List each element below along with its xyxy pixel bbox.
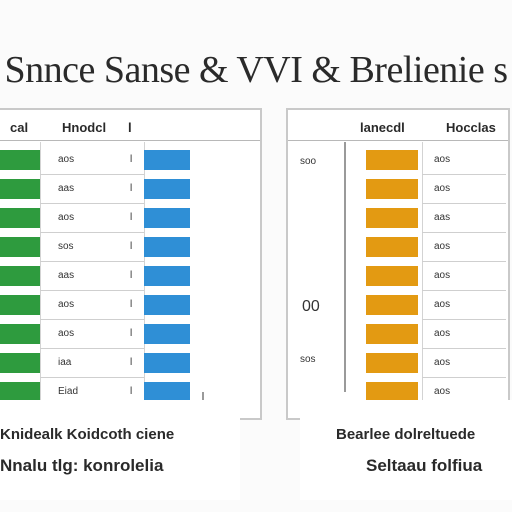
left-green-bar [0, 266, 40, 286]
right-orange-bar [366, 295, 418, 315]
left-row-divider [40, 377, 144, 378]
left-blue-bar [144, 237, 190, 257]
left-green-bar [0, 208, 40, 228]
right-header-left: lanecdl [360, 120, 405, 135]
left-blue-bar [144, 179, 190, 199]
right-axis-label: soo [300, 156, 317, 167]
right-row-label: aos [434, 154, 451, 165]
left-header-rule [0, 140, 260, 141]
left-row-label: Eiad [58, 386, 79, 397]
left-caption-area [0, 400, 240, 500]
left-row-mark: l [130, 357, 133, 368]
left-caption-line1: Knidealk Koidcoth ciene [0, 426, 175, 443]
right-axis [344, 142, 346, 392]
right-orange-bar [366, 353, 418, 373]
right-orange-bar [366, 179, 418, 199]
left-axis-stub [202, 392, 204, 400]
right-row-divider [422, 174, 506, 175]
left-row-divider [40, 348, 144, 349]
left-blue-bar [144, 382, 190, 402]
right-orange-bar [366, 324, 418, 344]
left-row-mark: l [130, 270, 133, 281]
left-green-bar [0, 295, 40, 315]
right-row-label: aos [434, 270, 451, 281]
right-caption-line1: Bearlee dolreltuede [336, 426, 476, 443]
left-blue-bar [144, 324, 190, 344]
left-row-label: aos [58, 328, 75, 339]
right-orange-bar [366, 382, 418, 402]
right-orange-bar [366, 237, 418, 257]
right-row-label: aas [434, 212, 451, 223]
left-blue-bar [144, 208, 190, 228]
left-row-divider [40, 203, 144, 204]
right-header-right: Hocclas [446, 120, 496, 135]
right-table-panel: lanecdl Hocclas soo 00 sos aos aos aas aos a… [286, 108, 510, 420]
right-axis-label: sos [300, 354, 316, 365]
left-row-divider [40, 232, 144, 233]
left-row-label: aos [58, 212, 75, 223]
left-row-mark: l [130, 212, 133, 223]
left-row-label: aas [58, 270, 75, 281]
left-table-panel: cal Hnodcl l aos l aas l aos l sos l aas l aos l aos… [0, 108, 262, 420]
left-header-right: l [128, 120, 132, 135]
left-green-bar [0, 150, 40, 170]
left-blue-bar [144, 150, 190, 170]
right-axis-label: 00 [302, 298, 320, 315]
left-blue-bar [144, 353, 190, 373]
left-header-mid: Hnodcl [62, 120, 107, 135]
right-row-label: aos [434, 328, 451, 339]
right-row-label: aos [434, 299, 451, 310]
left-row-divider [40, 319, 144, 320]
right-caption-area [300, 400, 512, 500]
left-row-label: aos [58, 154, 75, 165]
left-row-divider [40, 174, 144, 175]
right-row-divider [422, 348, 506, 349]
left-green-bar [0, 237, 40, 257]
page-title: Snnce Sanse & VVI & Brelienie s [4, 49, 508, 91]
right-row-label: aos [434, 386, 451, 397]
right-row-label: aos [434, 183, 451, 194]
right-orange-bar [366, 208, 418, 228]
left-row-label: aas [58, 183, 75, 194]
left-row-divider [40, 261, 144, 262]
right-column-divider [422, 142, 423, 412]
left-row-mark: l [130, 328, 133, 339]
right-orange-bar [366, 150, 418, 170]
left-green-bar [0, 324, 40, 344]
left-blue-bar [144, 295, 190, 315]
left-blue-bar [144, 266, 190, 286]
left-green-bar [0, 353, 40, 373]
right-caption-line2: Seltaau folfiua [366, 456, 483, 475]
right-row-divider [422, 290, 506, 291]
left-column-divider [40, 142, 41, 412]
right-orange-bar [366, 266, 418, 286]
right-row-divider [422, 377, 506, 378]
right-row-label: aos [434, 357, 451, 368]
left-green-bar [0, 179, 40, 199]
left-row-label: sos [58, 241, 74, 252]
left-row-mark: l [130, 183, 133, 194]
left-green-bar [0, 382, 40, 402]
right-row-label: aos [434, 241, 451, 252]
left-row-divider [40, 290, 144, 291]
left-row-mark: l [130, 299, 133, 310]
left-header-left: cal [10, 120, 29, 135]
left-caption-line2: Nnalu tlg: konrolelia [0, 456, 164, 475]
right-row-divider [422, 319, 506, 320]
right-row-divider [422, 203, 506, 204]
left-row-mark: l [130, 386, 133, 397]
left-row-mark: l [130, 241, 133, 252]
left-row-label: iaa [58, 357, 72, 368]
right-header-rule [288, 140, 508, 141]
left-row-label: aos [58, 299, 75, 310]
right-row-divider [422, 232, 506, 233]
left-row-mark: l [130, 154, 133, 165]
right-row-divider [422, 261, 506, 262]
